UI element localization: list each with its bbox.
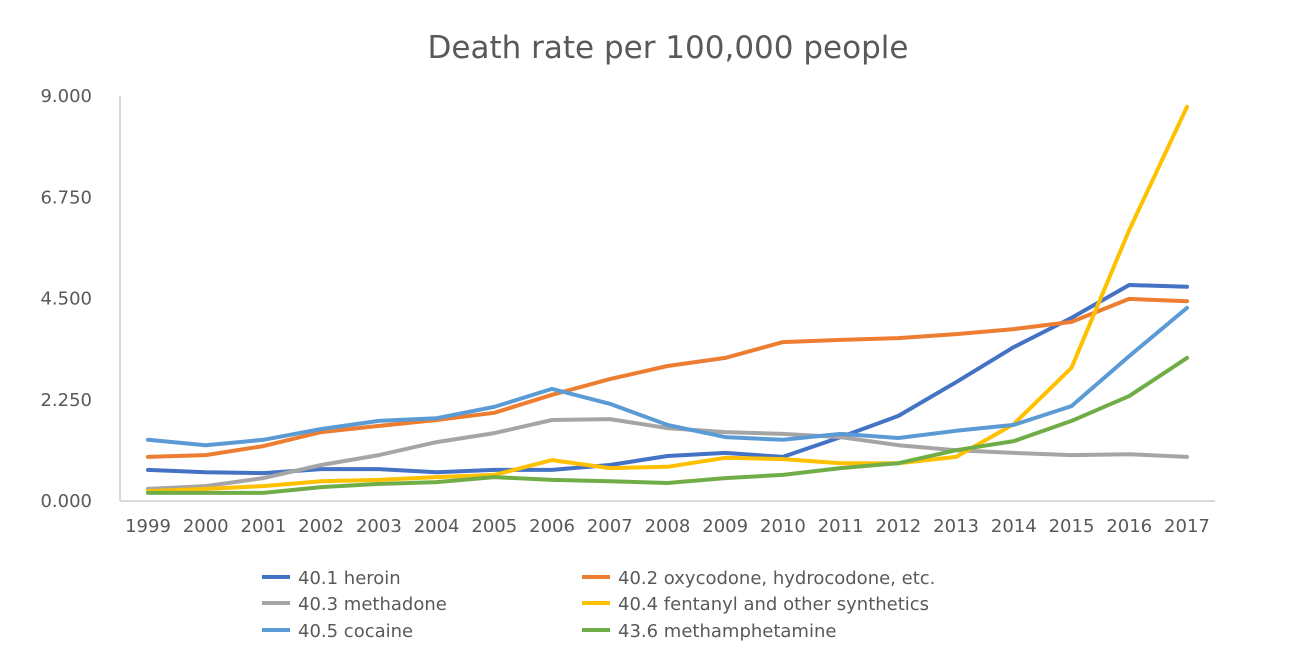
x-tick-label: 2010 <box>760 516 806 537</box>
y-tick-label: 4.500 <box>40 289 92 310</box>
x-tick-label: 2007 <box>587 516 633 537</box>
legend-label: 40.5 cocaine <box>298 621 413 642</box>
x-tick-label: 2002 <box>298 516 344 537</box>
legend-item: 40.5 cocaine <box>262 621 413 642</box>
x-tick-label: 2003 <box>356 516 402 537</box>
x-tick-label: 2014 <box>991 516 1037 537</box>
legend-label: 40.3 methadone <box>298 594 447 615</box>
series-line-1 <box>146 296 1189 459</box>
y-tick-label: 2.250 <box>40 390 92 411</box>
x-tick-label: 2004 <box>414 516 460 537</box>
legend-item: 40.4 fentanyl and other synthetics <box>582 594 929 615</box>
legend-label: 40.4 fentanyl and other synthetics <box>618 594 929 615</box>
y-tick-label: 6.750 <box>40 187 92 208</box>
legend-item: 40.3 methadone <box>262 594 447 615</box>
chart-title: Death rate per 100,000 people <box>428 30 909 66</box>
x-tick-label: 2008 <box>645 516 691 537</box>
legend-item: 40.2 oxycodone, hydrocodone, etc. <box>582 568 935 589</box>
x-tick-label: 2006 <box>529 516 575 537</box>
legend-item: 40.1 heroin <box>262 568 401 589</box>
x-tick-label: 2005 <box>471 516 517 537</box>
y-tick-label: 0.000 <box>40 491 92 512</box>
legend-label: 43.6 methamphetamine <box>618 621 836 642</box>
x-tick-label: 2015 <box>1049 516 1095 537</box>
series-line-5 <box>146 355 1189 495</box>
x-tick-label: 2016 <box>1106 516 1152 537</box>
x-tick-label: 2000 <box>183 516 229 537</box>
x-tick-label: 2009 <box>702 516 748 537</box>
legend-label: 40.2 oxycodone, hydrocodone, etc. <box>618 568 935 589</box>
x-tick-label: 2001 <box>241 516 287 537</box>
legend-label: 40.1 heroin <box>298 568 401 589</box>
x-tick-label: 1999 <box>125 516 171 537</box>
series-line-2 <box>146 417 1189 491</box>
x-tick-label: 2013 <box>933 516 979 537</box>
y-tick-label: 9.000 <box>40 86 92 107</box>
x-tick-label: 2011 <box>818 516 864 537</box>
x-tick-label: 2012 <box>875 516 921 537</box>
x-tick-label: 2017 <box>1164 516 1210 537</box>
series-line-4 <box>146 305 1189 448</box>
series-line-0 <box>146 283 1189 476</box>
legend-item: 43.6 methamphetamine <box>582 621 836 642</box>
